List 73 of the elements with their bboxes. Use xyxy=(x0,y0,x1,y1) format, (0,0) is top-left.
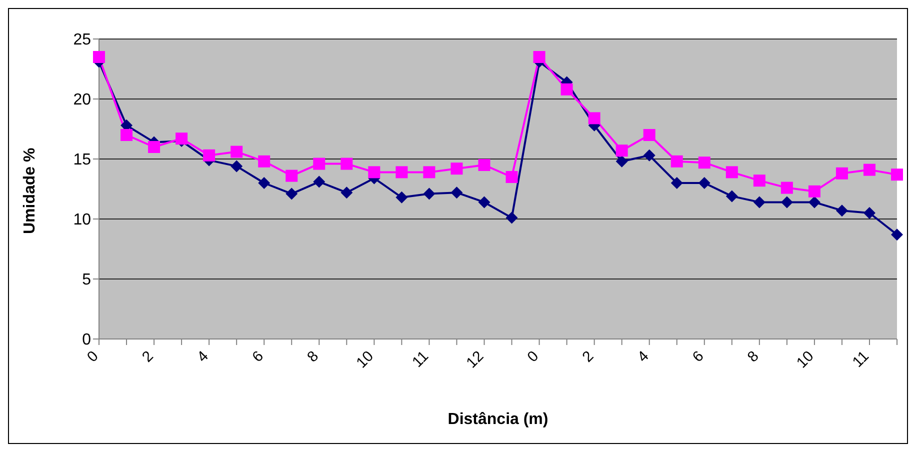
point xyxy=(863,207,876,219)
point xyxy=(836,167,848,180)
point xyxy=(258,155,270,168)
point xyxy=(506,171,518,183)
point xyxy=(93,51,105,63)
x-tick-label: 11 xyxy=(409,348,432,371)
x-tick-label: 2 xyxy=(138,348,157,366)
point xyxy=(368,166,380,178)
point xyxy=(286,188,298,200)
point xyxy=(313,176,326,188)
point xyxy=(396,166,408,178)
x-axis-title: Distância (m) xyxy=(448,411,548,428)
point xyxy=(753,174,766,187)
point xyxy=(698,156,710,169)
x-tick-label: 4 xyxy=(194,348,212,366)
x-tick-label: 12 xyxy=(463,348,488,372)
point xyxy=(203,149,216,162)
x-tick-label: 10 xyxy=(353,348,377,372)
point xyxy=(643,149,656,162)
point xyxy=(670,155,683,168)
point xyxy=(120,129,133,141)
point xyxy=(670,177,683,189)
y-tick-label: 25 xyxy=(73,32,92,49)
point xyxy=(780,196,793,208)
point xyxy=(863,164,876,176)
point xyxy=(588,112,600,124)
point xyxy=(478,196,490,208)
x-tick-label: 8 xyxy=(304,348,322,366)
y-tick-label: 0 xyxy=(82,332,92,349)
point xyxy=(258,177,270,189)
y-tick-label: 10 xyxy=(73,212,92,229)
x-tick-label: 2 xyxy=(579,348,598,366)
x-tick-label: 6 xyxy=(689,348,708,366)
point xyxy=(230,146,243,158)
x-tick-label: 11 xyxy=(849,348,872,371)
point xyxy=(340,158,353,170)
x-tick-label: 4 xyxy=(634,348,652,366)
point xyxy=(286,170,298,182)
point xyxy=(533,51,546,63)
point xyxy=(891,228,903,241)
point xyxy=(698,177,710,189)
point xyxy=(836,204,848,217)
point xyxy=(808,196,820,208)
point xyxy=(176,132,188,145)
y-tick-label: 5 xyxy=(82,272,92,289)
point xyxy=(891,168,903,181)
point xyxy=(726,190,738,202)
x-tick-label: 6 xyxy=(249,348,267,366)
point xyxy=(506,212,518,224)
point xyxy=(753,196,766,208)
x-tick-label: 0 xyxy=(524,348,542,366)
point xyxy=(478,159,490,171)
point xyxy=(643,129,656,141)
point xyxy=(148,141,160,153)
point xyxy=(450,186,463,199)
point xyxy=(450,162,463,175)
point xyxy=(616,155,628,168)
x-tick-label: 8 xyxy=(744,348,762,366)
point xyxy=(230,160,243,172)
y-tick-label: 15 xyxy=(73,152,92,169)
point xyxy=(340,186,353,199)
point xyxy=(396,191,408,204)
point xyxy=(560,83,573,96)
point xyxy=(616,144,628,157)
point xyxy=(423,166,436,178)
x-tick-label: 10 xyxy=(793,348,818,372)
point xyxy=(313,158,326,170)
point xyxy=(423,188,436,200)
y-axis-title: Umidade % xyxy=(22,148,39,234)
point xyxy=(780,182,793,194)
point xyxy=(808,185,820,198)
point xyxy=(726,166,738,178)
y-tick-label: 20 xyxy=(73,92,92,109)
